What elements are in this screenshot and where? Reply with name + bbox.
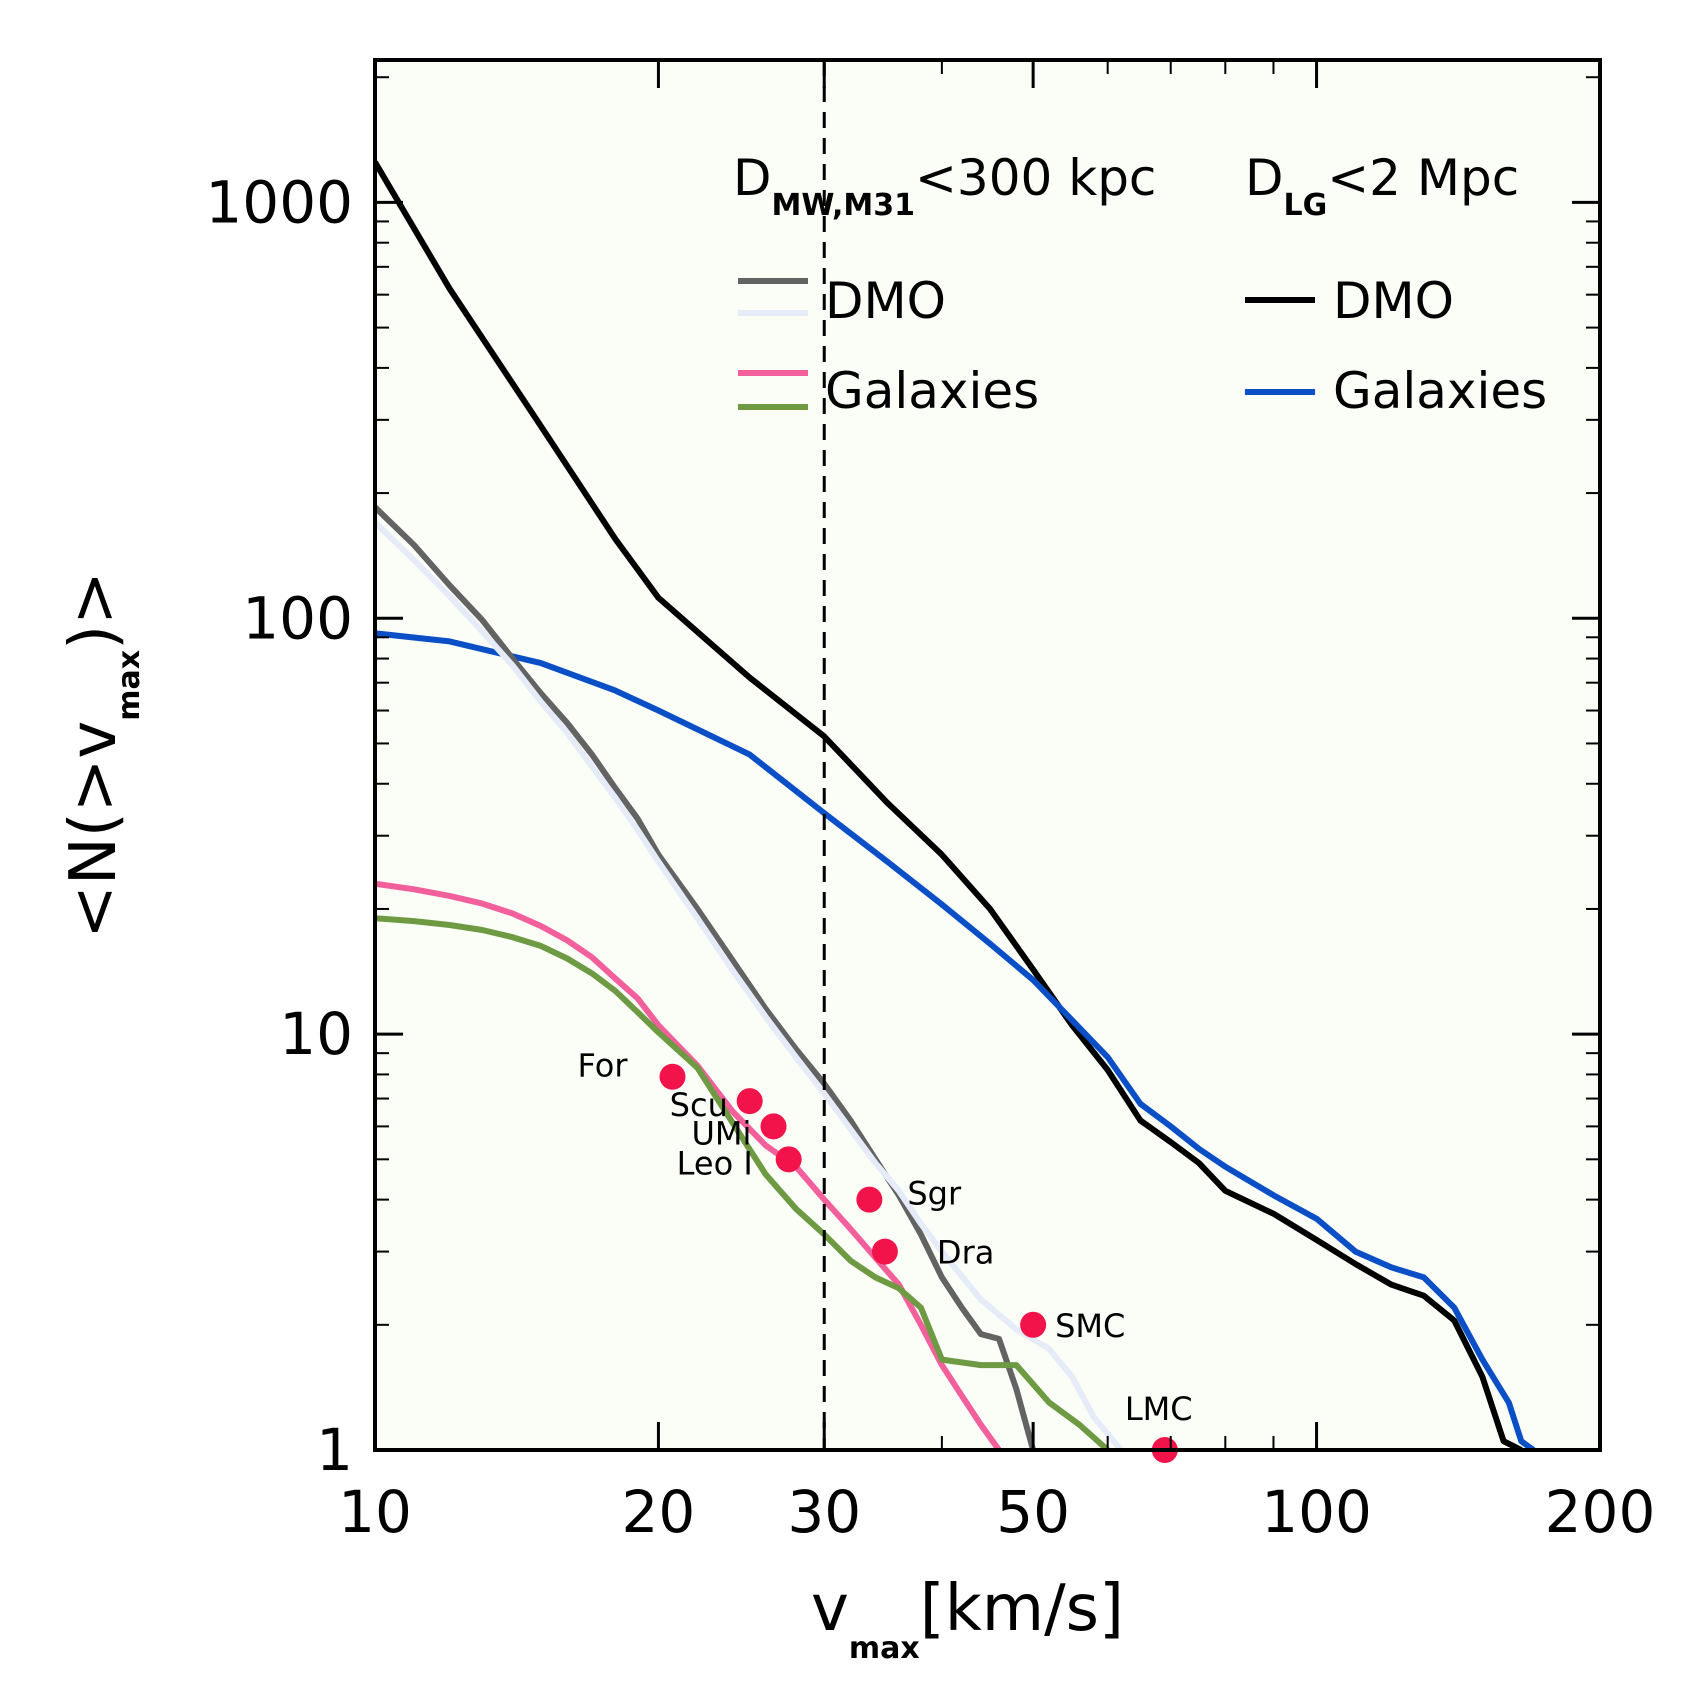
x-tick-label: 100 (1261, 1478, 1372, 1546)
point-umi (760, 1113, 787, 1140)
plot-background (375, 60, 1600, 1450)
series-lg_gal (375, 630, 1536, 1450)
point-label-dra: Dra (937, 1234, 994, 1272)
x-tick-label: 30 (787, 1478, 861, 1546)
point-dra (871, 1238, 898, 1265)
series-mw_dmo_a (375, 505, 1036, 1450)
legend-label-mw-dmo: DMO (825, 272, 946, 330)
axes-layer (373, 58, 1602, 1452)
y-axis-label-group: <N(>vmax)> (57, 571, 147, 938)
legend: DMW,M31<300 kpc DLG<2 Mpc DMO Galaxies DMO Ga… (733, 149, 1547, 420)
point-label-leo-i: Leo I (677, 1144, 753, 1182)
legend-left-heading: DMW,M31<300 kpc (733, 149, 1156, 223)
series-mw_gal_a (375, 880, 1002, 1450)
x-tick-label: 50 (996, 1478, 1070, 1546)
y-tick-label: 100 (242, 584, 353, 652)
y-tick-label: 10 (279, 1000, 353, 1068)
point-scu (736, 1088, 763, 1115)
point-label-lmc: LMC (1125, 1390, 1193, 1428)
y-tick-label: 1 (316, 1416, 353, 1484)
point-leo-i (775, 1146, 802, 1173)
point-smc (1020, 1311, 1047, 1338)
series-mw_gal_b (375, 915, 1110, 1450)
x-tick-label: 20 (622, 1478, 696, 1546)
series-mw_dmo_b (375, 520, 1124, 1450)
point-label-umi: UMi (692, 1114, 752, 1152)
point-label-scu: Scu (670, 1086, 728, 1124)
series-layer (375, 160, 1536, 1450)
plot-frame (373, 58, 1602, 1452)
legend-label-lg-galaxies: Galaxies (1333, 362, 1547, 420)
y-tick-label: 1000 (205, 168, 353, 236)
x-tick-label: 10 (338, 1478, 412, 1546)
series-lg_dmo (375, 160, 1523, 1450)
labels-layer: 10 20 30 50 100 2001101001000vmax[km/s]<N(>vm… (57, 168, 1655, 1666)
point-label-for: For (578, 1047, 629, 1085)
legend-label-lg-dmo: DMO (1333, 272, 1454, 330)
point-sgr (856, 1186, 883, 1213)
x-axis-label: vmax[km/s] (811, 1572, 1124, 1666)
y-axis-label: <N(>vmax)> (57, 571, 147, 938)
point-label-sgr: Sgr (907, 1175, 962, 1213)
point-for (659, 1063, 686, 1090)
legend-right-heading: DLG<2 Mpc (1245, 149, 1519, 223)
x-tick-label: 200 (1545, 1478, 1656, 1546)
point-label-smc: SMC (1055, 1307, 1125, 1345)
legend-label-mw-galaxies: Galaxies (825, 362, 1039, 420)
